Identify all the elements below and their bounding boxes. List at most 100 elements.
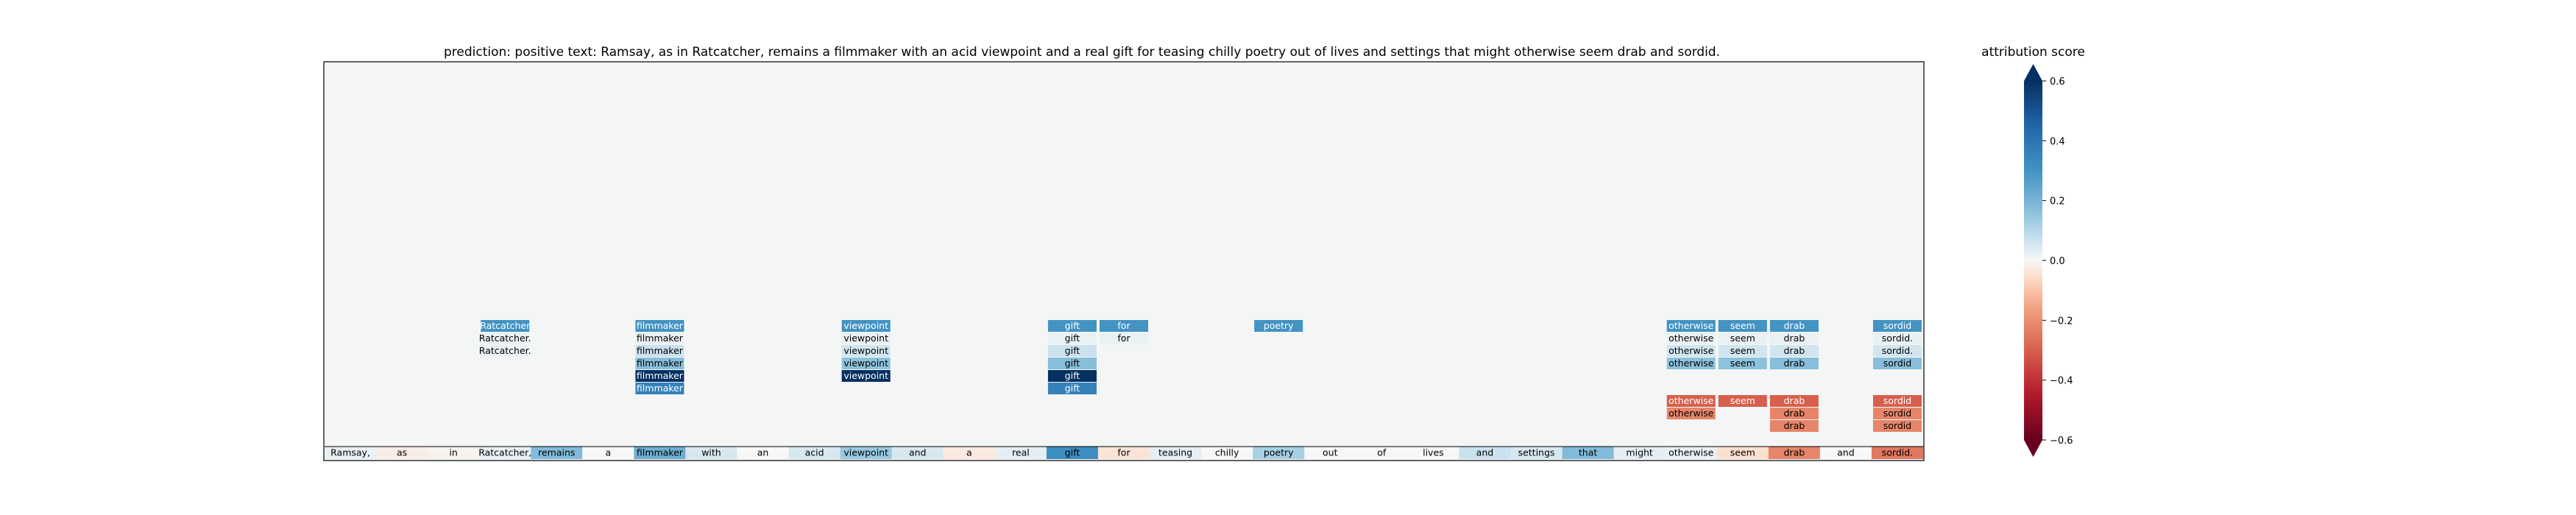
stack-label-40: drab	[1784, 420, 1805, 431]
stack-cell-8	[635, 383, 684, 394]
stack-label-34: drab	[1784, 320, 1805, 331]
colorbar: attribution score 0.6 0.4 0.2 0.0 −0.2 −0.4 −0.…	[1981, 45, 2085, 457]
token-label-2: in	[449, 447, 457, 458]
token-cell-25	[1613, 447, 1666, 459]
stack-label-42: sordid.	[1882, 333, 1913, 344]
token-cell-22	[1459, 447, 1511, 459]
stack-cell-28	[1666, 408, 1716, 419]
token-label-18: poetry	[1264, 447, 1294, 458]
stack-cell-34	[1769, 320, 1819, 332]
token-cell-2	[428, 447, 480, 459]
stack-cell-4	[635, 333, 684, 344]
stack-label-38: drab	[1784, 395, 1805, 406]
token-cell-30	[1871, 447, 1923, 459]
colorbar-tick-label-1: 0.4	[2050, 136, 2065, 147]
token-cell-23	[1510, 447, 1563, 459]
stack-label-0: Ratcatcher	[480, 320, 531, 331]
stack-label-11: viewpoint	[843, 345, 888, 356]
token-label-15: for	[1117, 447, 1130, 458]
stack-label-6: filmmaker	[637, 358, 684, 369]
token-cell-17	[1201, 447, 1253, 459]
stack-cell-35	[1769, 333, 1819, 344]
stack-cell-17	[1047, 358, 1097, 369]
stack-cell-1	[481, 333, 530, 344]
stack-label-37: drab	[1784, 358, 1805, 369]
stack-label-7: filmmaker	[637, 370, 684, 381]
token-label-7: with	[701, 447, 721, 458]
stack-cell-6	[635, 358, 684, 369]
stack-cell-22	[1254, 320, 1303, 332]
stack-cell-7	[635, 370, 684, 382]
token-cell-16	[1150, 447, 1202, 459]
colorbar-extend-min	[2024, 440, 2042, 457]
token-cell-28	[1768, 447, 1820, 459]
token-label-14: gift	[1065, 447, 1080, 458]
colorbar-extend-max	[2024, 64, 2042, 81]
stack-label-27: otherwise	[1669, 395, 1714, 406]
token-label-9: acid	[805, 447, 824, 458]
stack-cell-14	[1047, 320, 1097, 332]
stack-label-44: sordid	[1883, 358, 1911, 369]
token-label-17: chilly	[1215, 447, 1239, 458]
stack-cell-27	[1666, 395, 1716, 407]
stack-label-9: viewpoint	[843, 320, 888, 331]
stack-label-26: otherwise	[1669, 358, 1714, 369]
stack-cell-26	[1666, 358, 1716, 369]
stack-label-1: Ratcatcher.	[479, 333, 531, 344]
stack-cell-45	[1872, 395, 1922, 407]
token-cell-9	[788, 447, 841, 459]
stack-cell-42	[1872, 333, 1922, 344]
token-cell-29	[1819, 447, 1872, 459]
token-label-22: and	[1476, 447, 1494, 458]
stack-cell-41	[1872, 320, 1922, 332]
stack-label-8: filmmaker	[637, 383, 684, 394]
token-cell-6	[634, 447, 686, 459]
stack-label-2: Ratcatcher.	[479, 345, 531, 356]
token-label-1: as	[397, 447, 407, 458]
token-label-21: lives	[1423, 447, 1444, 458]
colorbar-gradient	[2024, 81, 2042, 440]
stack-cell-21	[1099, 333, 1149, 344]
stack-label-19: gift	[1065, 383, 1080, 394]
stack-cell-15	[1047, 333, 1097, 344]
token-cell-20	[1356, 447, 1408, 459]
token-cell-18	[1253, 447, 1305, 459]
stack-label-20: for	[1117, 320, 1130, 331]
token-cell-27	[1716, 447, 1769, 459]
stack-label-24: otherwise	[1669, 333, 1714, 344]
token-label-27: seem	[1730, 447, 1755, 458]
token-cell-8	[737, 447, 789, 459]
colorbar-tick-label-5: −0.4	[2050, 376, 2073, 387]
stack-cell-33	[1718, 395, 1767, 407]
stack-label-3: filmmaker	[637, 320, 684, 331]
token-label-8: an	[757, 447, 769, 458]
stack-label-35: drab	[1784, 333, 1805, 344]
token-label-10: viewpoint	[843, 447, 888, 458]
stack-cell-20	[1099, 320, 1149, 332]
token-label-0: Ramsay,	[330, 447, 370, 458]
stack-cell-24	[1666, 333, 1716, 344]
stack-cell-31	[1718, 345, 1767, 357]
token-cell-26	[1665, 447, 1717, 459]
stack-cell-19	[1047, 383, 1097, 394]
stack-label-22: poetry	[1264, 320, 1294, 331]
stack-label-4: filmmaker	[637, 333, 684, 344]
colorbar-tick-label-6: −0.6	[2050, 436, 2073, 447]
token-label-5: a	[606, 447, 612, 458]
colorbar-tick-label-4: −0.2	[2050, 316, 2073, 327]
stack-cell-13	[841, 370, 891, 382]
stack-cell-29	[1718, 320, 1767, 332]
stack-cell-3	[635, 320, 684, 332]
stack-cell-9	[841, 320, 891, 332]
stack-label-18: gift	[1065, 370, 1080, 381]
token-label-3: Ratcatcher,	[478, 447, 531, 458]
stack-cell-10	[841, 333, 891, 344]
token-cell-4	[531, 447, 583, 459]
colorbar-tick-label-3: 0.0	[2050, 256, 2065, 267]
stack-cell-39	[1769, 408, 1819, 419]
colorbar-label: attribution score	[1981, 45, 2085, 60]
stack-cell-2	[481, 345, 530, 357]
token-label-6: filmmaker	[637, 447, 684, 458]
token-label-26: otherwise	[1669, 447, 1714, 458]
